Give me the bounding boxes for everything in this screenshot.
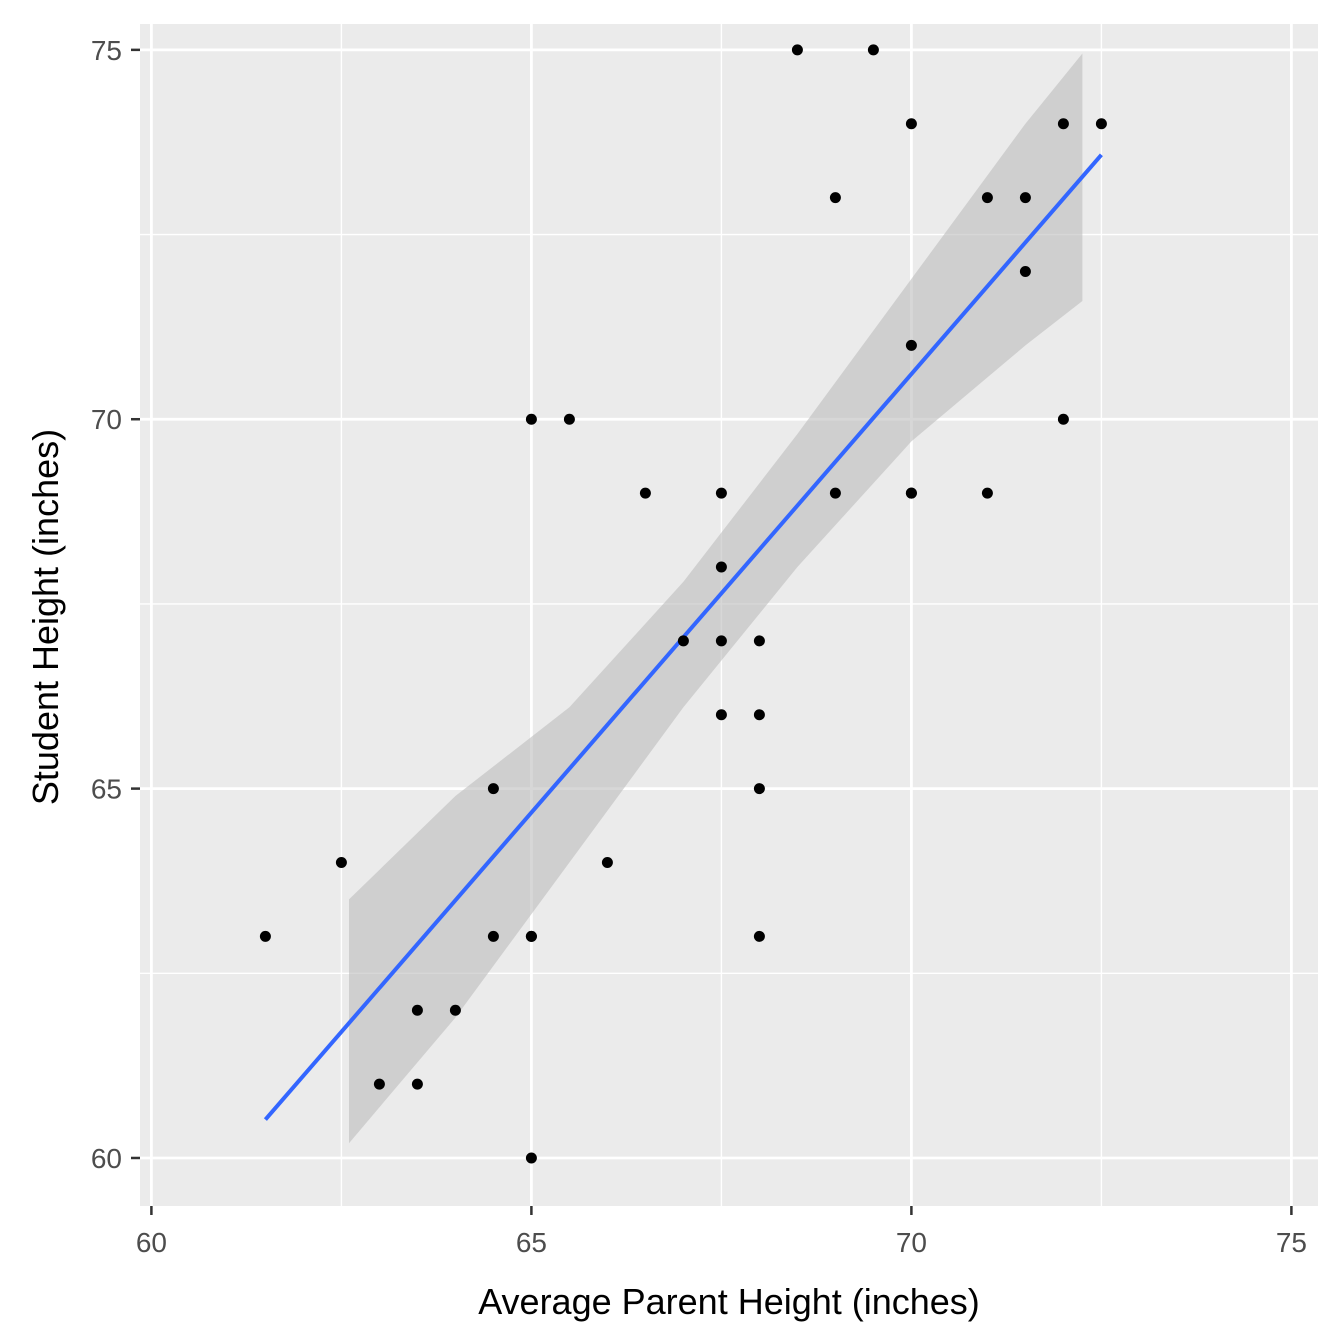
data-point <box>715 709 727 721</box>
data-points <box>259 44 1107 1164</box>
data-point <box>905 339 917 351</box>
data-point <box>1095 118 1107 130</box>
data-point <box>753 930 765 942</box>
x-axis-title: Average Parent Height (inches) <box>478 1281 980 1322</box>
y-tick-label: 75 <box>91 35 122 66</box>
data-point <box>563 413 575 425</box>
data-point <box>411 1004 423 1016</box>
data-point <box>1019 192 1031 204</box>
data-point <box>525 930 537 942</box>
data-point <box>373 1078 385 1090</box>
minor-gridlines <box>140 24 1318 1206</box>
data-point <box>639 487 651 499</box>
y-axis-ticks: 60 65 70 75 <box>91 35 140 1174</box>
data-point <box>677 635 689 647</box>
x-tick-label: 60 <box>136 1227 167 1258</box>
x-tick-label: 70 <box>896 1227 927 1258</box>
data-point <box>981 192 993 204</box>
y-tick-label: 70 <box>91 404 122 435</box>
data-point <box>715 487 727 499</box>
data-point <box>601 856 613 868</box>
data-point <box>791 44 803 56</box>
data-point <box>905 118 917 130</box>
data-point <box>525 413 537 425</box>
data-point <box>829 192 841 204</box>
data-point <box>905 487 917 499</box>
x-tick-label: 65 <box>516 1227 547 1258</box>
data-point <box>829 487 841 499</box>
data-point <box>753 709 765 721</box>
data-point <box>449 1004 461 1016</box>
data-point <box>1057 118 1069 130</box>
y-axis-title: Student Height (inches) <box>25 429 66 805</box>
data-point <box>753 783 765 795</box>
data-point <box>487 930 499 942</box>
data-point <box>411 1078 423 1090</box>
data-point <box>335 856 347 868</box>
x-tick-label: 75 <box>1276 1227 1307 1258</box>
data-point <box>487 783 499 795</box>
y-tick-label: 60 <box>91 1143 122 1174</box>
data-point <box>1019 265 1031 277</box>
major-gridlines <box>140 24 1318 1206</box>
data-point <box>867 44 879 56</box>
data-point <box>715 635 727 647</box>
x-axis-ticks: 60 65 70 75 <box>136 1206 1307 1258</box>
data-point <box>525 1152 537 1164</box>
data-point <box>259 930 271 942</box>
data-point <box>753 635 765 647</box>
data-point <box>1057 413 1069 425</box>
y-tick-label: 65 <box>91 774 122 805</box>
data-point <box>715 561 727 573</box>
data-point <box>981 487 993 499</box>
